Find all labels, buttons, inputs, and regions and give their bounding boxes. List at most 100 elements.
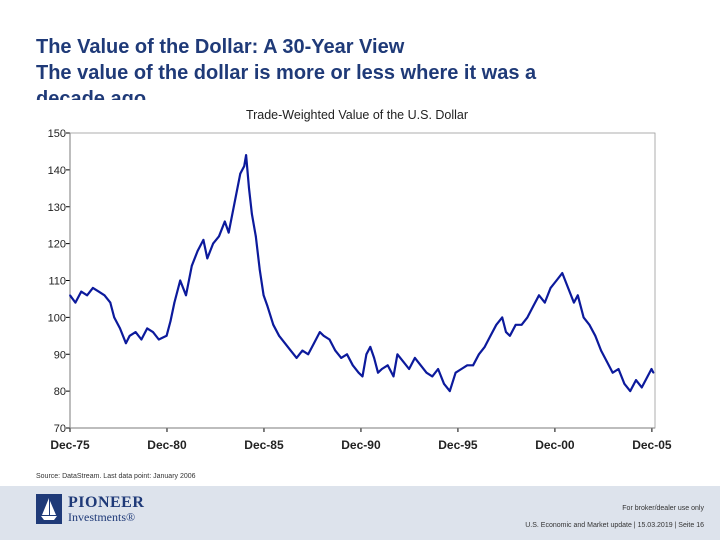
data-point xyxy=(266,305,269,308)
data-point xyxy=(505,331,507,334)
data-point xyxy=(340,357,343,359)
data-point xyxy=(472,364,474,367)
data-point xyxy=(128,334,131,337)
x-tick-label: Dec-95 xyxy=(438,438,478,452)
data-point xyxy=(377,371,379,374)
y-tick-label: 90 xyxy=(54,349,66,361)
data-point xyxy=(460,368,463,370)
data-point xyxy=(196,250,199,252)
data-point xyxy=(254,235,257,238)
data-point xyxy=(69,294,71,297)
data-point xyxy=(573,301,575,304)
data-point xyxy=(419,364,422,367)
chart-background xyxy=(0,100,720,470)
data-point xyxy=(489,334,492,337)
x-tick-label: Dec-85 xyxy=(244,438,284,452)
chart-title: Trade-Weighted Value of the U.S. Dollar xyxy=(246,108,468,122)
data-point xyxy=(190,264,193,267)
data-point xyxy=(380,368,383,370)
data-point xyxy=(369,345,372,348)
data-point xyxy=(272,323,275,326)
data-point xyxy=(532,305,535,308)
data-point xyxy=(245,154,248,157)
y-tick-label: 150 xyxy=(48,128,66,140)
data-point xyxy=(103,294,106,297)
data-point xyxy=(567,286,570,289)
data-point xyxy=(396,353,399,356)
data-point xyxy=(202,239,205,241)
x-tick-label: Dec-05 xyxy=(632,438,672,452)
data-point xyxy=(313,342,315,345)
data-point xyxy=(307,353,310,356)
data-point xyxy=(386,364,389,367)
y-tick-label: 120 xyxy=(48,239,66,251)
pioneer-logo: PIONEER Investments® xyxy=(36,494,144,524)
data-point xyxy=(185,294,187,297)
data-point xyxy=(140,338,143,341)
data-point xyxy=(212,242,215,245)
data-point xyxy=(157,338,160,341)
y-tick-label: 70 xyxy=(54,423,66,435)
brand-subtitle: Investments® xyxy=(68,509,136,524)
data-point xyxy=(301,349,304,352)
data-point xyxy=(443,382,445,385)
data-point xyxy=(520,323,523,326)
data-point xyxy=(408,368,410,370)
data-point xyxy=(582,316,585,319)
data-point xyxy=(561,272,564,275)
data-point xyxy=(495,323,498,326)
data-point xyxy=(179,279,182,282)
data-point xyxy=(97,290,100,293)
data-point xyxy=(509,334,511,337)
data-point xyxy=(646,375,649,378)
data-point xyxy=(251,213,253,216)
data-point xyxy=(425,371,428,374)
data-point xyxy=(74,301,77,304)
data-point xyxy=(357,371,360,374)
dollar-chart: Trade-Weighted Value of the U.S. Dollar … xyxy=(0,100,720,470)
y-tick-label: 140 xyxy=(48,165,66,177)
data-point xyxy=(538,294,540,297)
data-point xyxy=(611,371,614,374)
data-point xyxy=(501,316,504,319)
ship-icon xyxy=(36,494,62,524)
data-point xyxy=(248,187,250,190)
data-point xyxy=(258,268,261,271)
data-point xyxy=(605,360,608,363)
data-point xyxy=(361,375,364,378)
title-line-1: The Value of the Dollar: A 30-Year View xyxy=(36,36,405,58)
data-point xyxy=(576,294,579,297)
data-point xyxy=(477,353,480,356)
data-point xyxy=(146,327,149,330)
data-point xyxy=(318,331,321,334)
data-point xyxy=(635,379,637,381)
data-point xyxy=(165,334,168,337)
data-point xyxy=(629,390,632,393)
data-point xyxy=(239,172,242,175)
data-point xyxy=(124,342,127,345)
data-point xyxy=(152,331,154,334)
data-point xyxy=(223,220,226,223)
data-point xyxy=(227,231,230,234)
data-point xyxy=(262,294,265,297)
data-point xyxy=(328,338,331,341)
data-point xyxy=(206,257,209,260)
data-points xyxy=(69,154,655,393)
data-point xyxy=(600,349,602,352)
y-tick-label: 100 xyxy=(48,312,66,324)
data-point xyxy=(346,353,348,356)
x-tick-label: Dec-80 xyxy=(147,438,187,452)
data-point xyxy=(617,368,620,370)
plot-frame xyxy=(69,132,656,429)
source-note: Source: DataStream. Last data point: Jan… xyxy=(36,473,196,480)
data-point xyxy=(134,331,137,334)
data-point xyxy=(365,353,368,356)
data-point xyxy=(437,368,440,370)
x-tick-label: Dec-90 xyxy=(341,438,381,452)
data-point xyxy=(334,349,337,352)
data-point xyxy=(431,375,434,378)
data-point xyxy=(322,334,325,337)
title-line-2: The value of the dollar is more or less … xyxy=(36,62,537,84)
data-point xyxy=(640,386,643,389)
data-point xyxy=(218,235,220,238)
